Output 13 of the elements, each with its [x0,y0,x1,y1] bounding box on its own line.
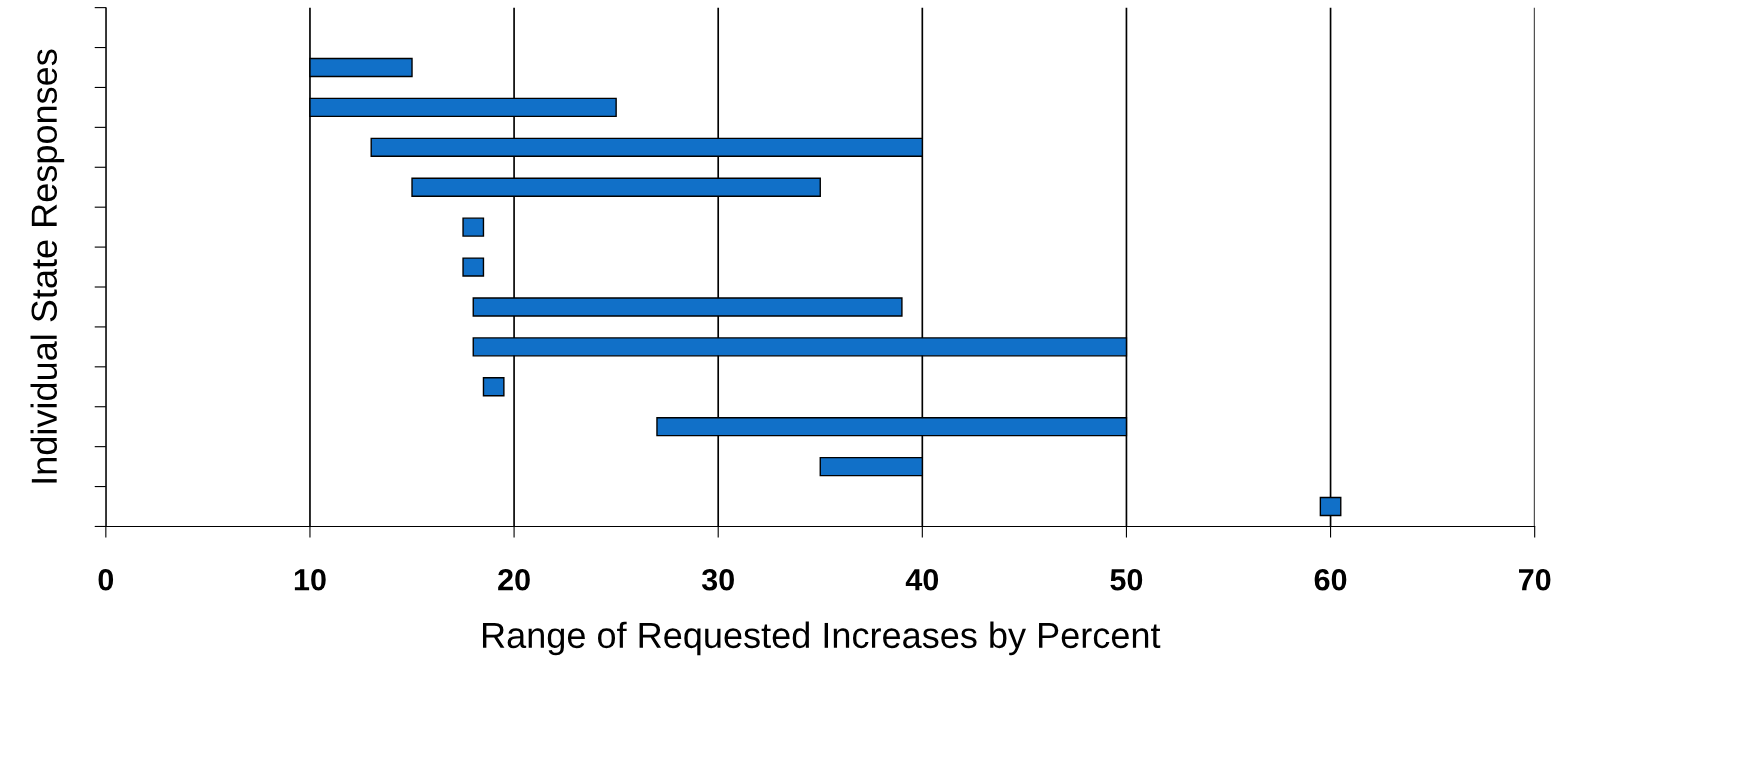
x-tick-label: 20 [498,568,530,591]
bar [482,377,505,397]
x-tick-label: 40 [905,568,939,591]
bar [462,217,485,237]
x-tick-label: 30 [701,568,734,591]
x-tick-label: 50 [1110,568,1143,591]
bar [462,257,485,277]
x-tick-label: 0 [98,568,114,591]
x-axis-title: Range of Requested Increases by Percent [482,621,1161,656]
x-tick-label: 10 [294,568,326,591]
x-tick-label: 60 [1314,568,1347,591]
y-axis-title: Individual State Responses [30,49,65,483]
x-tick-label: 70 [1519,568,1551,591]
